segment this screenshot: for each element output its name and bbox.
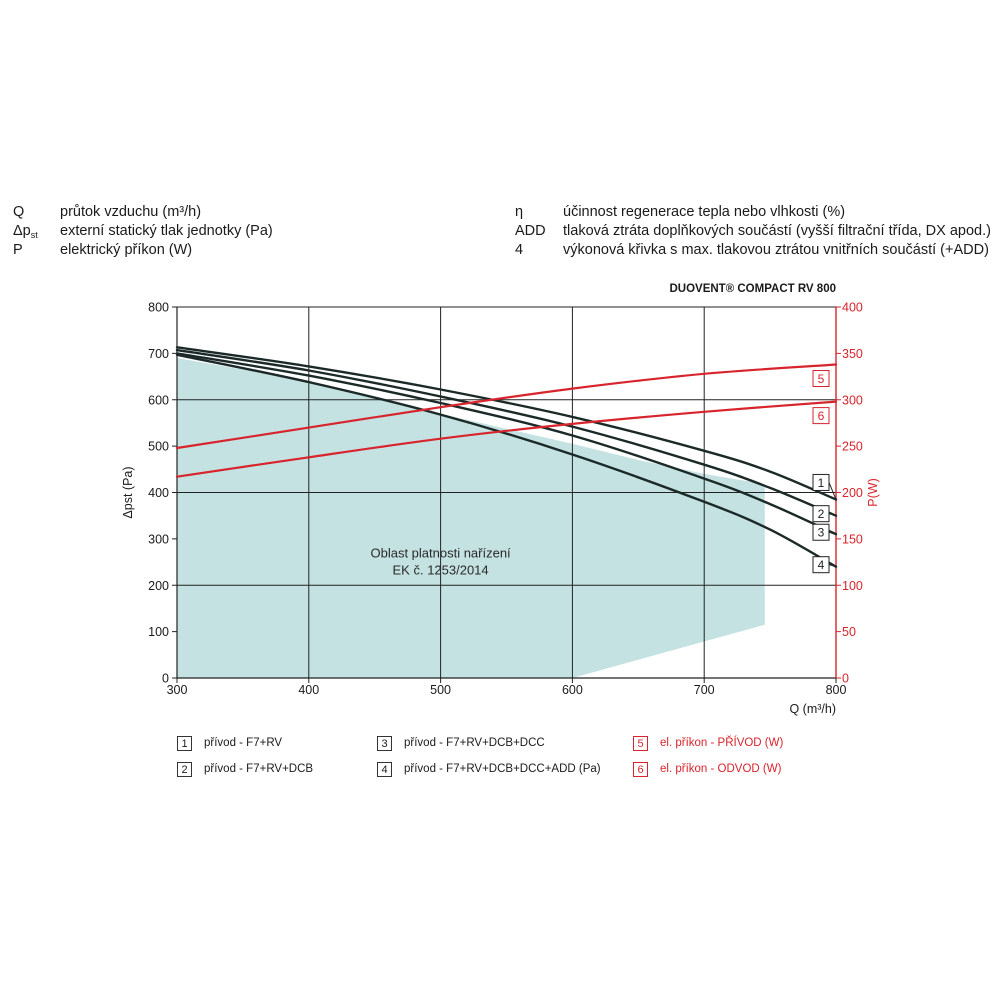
curve-label-6-box xyxy=(812,407,830,425)
curve-label-3-text: 3 xyxy=(818,526,825,540)
x-tick-label: 500 xyxy=(430,683,451,697)
curve-label-4-box xyxy=(812,556,830,574)
curve-leader-3 xyxy=(828,531,837,535)
x-tick-label: 800 xyxy=(826,683,847,697)
y-tick-label: 500 xyxy=(148,440,169,454)
pressure-curve-4 xyxy=(175,353,838,568)
definition-4: 4 výkonová křivka s max. tlakovou ztráto… xyxy=(515,241,995,260)
y2-tick-label: 50 xyxy=(842,625,856,639)
definition-text: výkonová křivka s max. tlakovou ztrátou … xyxy=(563,242,989,258)
curve-label-2-box xyxy=(812,505,830,523)
x-tick-label: 700 xyxy=(694,683,715,697)
region-label-line2: EK č. 1253/2014 xyxy=(393,562,489,577)
curve-label-1-text: 1 xyxy=(818,476,825,490)
power-curve-5 xyxy=(175,363,838,450)
curve-label-6-text: 6 xyxy=(818,409,825,423)
definition-dpst: Δpst externí statický tlak jednotky (Pa) xyxy=(13,222,433,241)
y2-tick-label: 350 xyxy=(842,347,863,361)
power-curve-6 xyxy=(175,400,838,478)
y-tick-label: 200 xyxy=(148,579,169,593)
region-label-line1: Oblast platnosti nařízení xyxy=(370,545,511,560)
definition-p: P elektrický příkon (W) xyxy=(13,241,433,260)
definition-symbol: ADD xyxy=(515,223,546,239)
y2-axis-label: P(W) xyxy=(866,478,880,506)
definition-eta: η účinnost regenerace tepla nebo vlhkost… xyxy=(515,203,995,222)
y-tick-label: 700 xyxy=(148,347,169,361)
chart-title: DUOVENT® COMPACT RV 800 xyxy=(669,283,836,295)
definition-symbol: Q xyxy=(13,204,25,220)
x-tick-label: 600 xyxy=(562,683,583,697)
y2-tick-label: 250 xyxy=(842,440,863,454)
definition-text: účinnost regenerace tepla nebo vlhkosti … xyxy=(563,204,846,220)
definition-add: ADD tlaková ztráta doplňkových součástí … xyxy=(515,222,995,241)
definitions-right: η účinnost regenerace tepla nebo vlhkost… xyxy=(515,203,995,263)
y2-tick-label: 200 xyxy=(842,486,863,500)
y2-tick-label: 400 xyxy=(842,301,863,315)
y-tick-label: 100 xyxy=(148,625,169,639)
definition-text: externí statický tlak jednotky (Pa) xyxy=(60,223,273,239)
y-tick-label: 400 xyxy=(148,486,169,500)
validity-region xyxy=(177,358,765,678)
y-tick-label: 600 xyxy=(148,393,169,407)
x-axis-label: Q (m³/h) xyxy=(789,702,836,716)
definitions-left: Q průtok vzduchu (m³/h) Δpst externí sta… xyxy=(13,203,433,263)
curve-leader-2 xyxy=(828,513,837,517)
curve-label-2-text: 2 xyxy=(818,507,825,521)
curve-label-5-box xyxy=(812,370,830,388)
definition-text: elektrický příkon (W) xyxy=(60,242,193,258)
definition-symbol: Δpst xyxy=(13,223,38,240)
y-tick-label: 800 xyxy=(148,301,169,315)
y-axis-label: Δpst (Pa) xyxy=(121,466,135,518)
y-tick-label: 0 xyxy=(162,672,169,686)
definition-q: Q průtok vzduchu (m³/h) xyxy=(13,203,433,222)
y2-tick-label: 300 xyxy=(842,393,863,407)
y2-tick-label: 100 xyxy=(842,579,863,593)
curve-leader-4 xyxy=(828,564,837,568)
definition-text: tlaková ztráta doplňkových součástí (vyš… xyxy=(563,223,991,239)
pressure-curve-1 xyxy=(175,346,838,501)
curve-label-3-box xyxy=(812,523,830,541)
curve-label-5-text: 5 xyxy=(818,372,825,386)
curve-label-1-box xyxy=(812,473,830,491)
definition-symbol: P xyxy=(13,242,23,258)
y-tick-label: 300 xyxy=(148,532,169,546)
curve-leader-1 xyxy=(828,482,837,500)
definition-text: průtok vzduchu (m³/h) xyxy=(60,204,202,220)
definition-symbol: η xyxy=(515,204,524,220)
x-tick-label: 300 xyxy=(167,683,188,697)
y2-tick-label: 150 xyxy=(842,532,863,546)
pressure-curve-2 xyxy=(175,348,838,517)
x-tick-label: 400 xyxy=(298,683,319,697)
pressure-curve-3 xyxy=(175,352,838,536)
curve-label-4-text: 4 xyxy=(818,558,825,572)
definition-symbol: 4 xyxy=(515,242,524,258)
y2-tick-label: 0 xyxy=(842,672,849,686)
